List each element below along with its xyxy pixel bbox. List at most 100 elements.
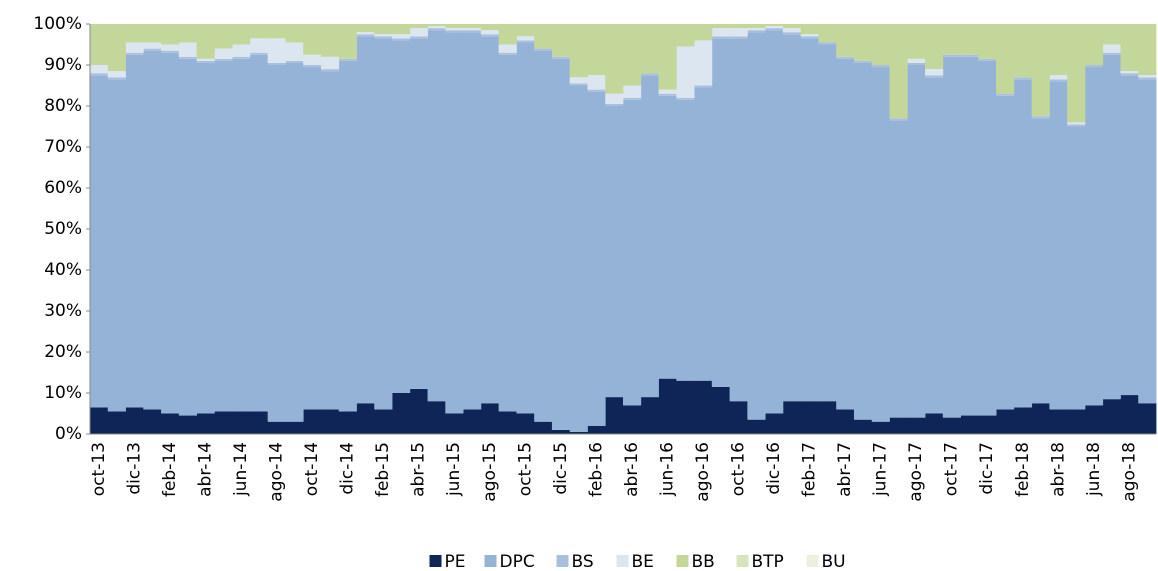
x-tick-label: oct-17 bbox=[942, 442, 962, 496]
bar-segment bbox=[640, 397, 659, 434]
bar-segment bbox=[285, 60, 304, 63]
bar-segment bbox=[587, 75, 606, 90]
bar-segment bbox=[1067, 124, 1086, 127]
bar-segment bbox=[214, 48, 233, 59]
bar-segment bbox=[925, 75, 944, 78]
bar-segment bbox=[1120, 24, 1139, 72]
legend-label: PE bbox=[445, 552, 466, 571]
bar-segment bbox=[374, 36, 393, 39]
bar-segment bbox=[445, 28, 464, 31]
bar-segment bbox=[711, 386, 730, 434]
bar-segment bbox=[143, 50, 162, 410]
legend-label: DPC bbox=[500, 552, 535, 571]
bar-segment bbox=[782, 24, 802, 29]
bar-segment bbox=[338, 58, 357, 61]
bar-segment bbox=[694, 87, 713, 381]
bar-segment bbox=[1067, 122, 1086, 125]
bar-segment bbox=[853, 62, 873, 420]
bar-segment bbox=[1049, 409, 1068, 434]
y-tick-label: 60% bbox=[44, 178, 82, 198]
bar-segment bbox=[623, 97, 642, 100]
bar-segment bbox=[285, 24, 304, 43]
x-tick-label: jun-16 bbox=[657, 442, 677, 497]
bar-segment bbox=[569, 77, 588, 84]
bar-segment bbox=[818, 401, 837, 434]
bar-segment bbox=[285, 421, 304, 434]
bar-segment bbox=[196, 62, 215, 414]
bar-segment bbox=[463, 24, 482, 29]
y-tick-label: 30% bbox=[44, 301, 82, 321]
bar-segment bbox=[676, 99, 695, 381]
bar-segment bbox=[338, 60, 357, 412]
bar-segment bbox=[694, 40, 713, 86]
bar-segment bbox=[480, 24, 500, 31]
bar-segment bbox=[90, 73, 109, 76]
bar-segment bbox=[853, 419, 873, 434]
bar-segment bbox=[427, 401, 446, 434]
bar-segment bbox=[694, 85, 713, 88]
bar-segment bbox=[1031, 24, 1050, 117]
bar-segment bbox=[445, 24, 464, 29]
bar-segment bbox=[551, 24, 571, 57]
bar-segment bbox=[907, 62, 926, 65]
bar-segment bbox=[498, 411, 517, 434]
bar-segment bbox=[747, 419, 766, 434]
bar-segment bbox=[978, 415, 997, 434]
y-tick-label: 90% bbox=[44, 55, 82, 75]
bar-segment bbox=[871, 65, 890, 68]
bar-segment bbox=[765, 24, 784, 27]
bar-segment bbox=[1067, 409, 1086, 434]
bar-segment bbox=[658, 24, 677, 90]
bar-segment bbox=[125, 24, 144, 43]
bar-segment bbox=[623, 85, 642, 98]
x-tick-label: abr-17 bbox=[835, 442, 855, 497]
bar-segment bbox=[409, 36, 428, 39]
bar-segment bbox=[658, 95, 677, 379]
bar-segment bbox=[871, 24, 890, 65]
bar-segment bbox=[249, 52, 269, 55]
x-tick-label: dic-13 bbox=[124, 442, 144, 495]
bar-segment bbox=[978, 24, 997, 59]
bar-segment bbox=[818, 44, 837, 402]
bar-segment bbox=[1102, 399, 1121, 434]
bar-segment bbox=[356, 32, 375, 35]
bar-segment bbox=[214, 60, 233, 412]
bar-segment bbox=[942, 54, 961, 57]
bar-segment bbox=[1138, 75, 1157, 78]
bar-segment bbox=[587, 91, 606, 426]
bar-segment bbox=[107, 77, 126, 80]
bar-segment bbox=[90, 65, 109, 74]
bar-segment bbox=[942, 56, 961, 418]
y-tick-label: 40% bbox=[44, 260, 82, 280]
bar-segment bbox=[409, 38, 428, 389]
bar-segment bbox=[249, 38, 269, 53]
y-tick-label: 100% bbox=[33, 14, 82, 34]
y-tick-label: 70% bbox=[44, 137, 82, 157]
y-tick-label: 10% bbox=[44, 383, 82, 403]
bar-segment bbox=[1067, 126, 1086, 410]
bar-segment bbox=[285, 42, 304, 61]
bar-segment bbox=[232, 411, 251, 434]
x-tick-label: dic-14 bbox=[338, 442, 358, 495]
bar-segment bbox=[267, 24, 286, 39]
bar-segment bbox=[729, 401, 748, 434]
bar-segment bbox=[818, 24, 837, 43]
bar-segment bbox=[996, 95, 1015, 410]
bar-segment bbox=[711, 38, 730, 387]
bar-segment bbox=[1049, 79, 1068, 82]
bar-segment bbox=[125, 52, 144, 55]
bar-segment bbox=[178, 24, 197, 43]
bar-segment bbox=[960, 56, 979, 416]
bar-segment bbox=[765, 30, 784, 414]
bar-segment bbox=[889, 417, 908, 434]
bar-segment bbox=[978, 60, 997, 416]
bar-segment bbox=[623, 99, 642, 406]
bar-segment bbox=[605, 103, 624, 106]
bar-segment bbox=[161, 413, 180, 434]
bar-segment bbox=[232, 24, 251, 45]
bar-segment bbox=[516, 413, 535, 434]
bar-segment bbox=[765, 413, 784, 434]
bar-segment bbox=[516, 36, 535, 41]
bar-segment bbox=[1120, 71, 1139, 74]
